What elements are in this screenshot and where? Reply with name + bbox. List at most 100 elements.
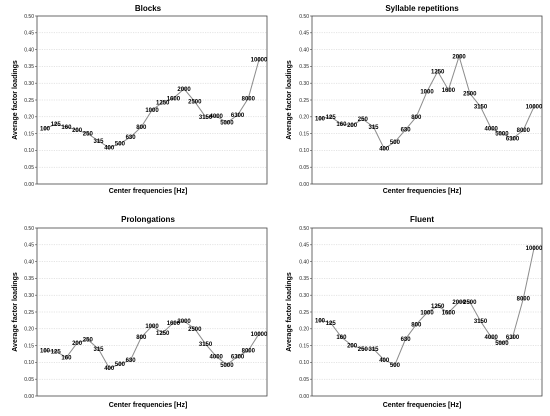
data-point	[371, 125, 376, 129]
data-label: 500	[115, 362, 126, 368]
data-point	[171, 96, 176, 101]
y-tick-label: 0.40	[299, 47, 309, 53]
data-point	[107, 366, 111, 370]
data-point	[53, 349, 58, 354]
data-point	[150, 324, 154, 328]
data-point	[235, 113, 240, 117]
data-point	[118, 362, 122, 366]
y-tick-label: 0.20	[24, 115, 34, 121]
data-point	[107, 145, 111, 150]
data-label: 2500	[188, 100, 202, 106]
data-label: 1250	[431, 69, 445, 75]
data-label: 630	[126, 135, 137, 141]
y-tick-label: 0.50	[24, 226, 34, 232]
data-label: 125	[326, 321, 337, 327]
data-point	[425, 310, 429, 315]
data-label: 630	[401, 128, 412, 134]
data-label: 100	[315, 116, 326, 122]
chart-panel-3: 0.00 0.05 0.10 0.15 0.20 0.25 0.30 0.35 0.40 0.45…	[286, 215, 543, 409]
data-label: 1600	[167, 96, 181, 102]
data-label: 10000	[251, 58, 268, 64]
data-point	[500, 131, 504, 136]
data-point	[160, 331, 165, 335]
data-label: 400	[104, 146, 115, 152]
data-point	[489, 335, 493, 339]
y-tick-label: 0.00	[24, 182, 34, 188]
y-tick-label: 0.25	[299, 98, 309, 104]
data-point	[318, 116, 322, 121]
data-label: 100	[40, 349, 51, 355]
data-label: 1250	[156, 331, 170, 337]
data-label: 200	[347, 344, 358, 350]
data-label: 2000	[452, 54, 466, 60]
data-label: 3150	[199, 342, 213, 348]
data-label: 8000	[242, 96, 256, 102]
data-point	[510, 335, 515, 339]
data-label: 160	[336, 122, 347, 128]
data-label: 1000	[420, 311, 434, 317]
data-point	[257, 332, 261, 336]
data-label: 200	[72, 341, 83, 347]
data-label: 800	[136, 335, 147, 341]
data-point	[139, 125, 144, 129]
data-label: 4000	[210, 114, 224, 120]
data-label: 125	[326, 115, 337, 121]
data-point	[128, 358, 133, 362]
data-label: 8000	[517, 297, 531, 303]
data-point	[257, 57, 261, 62]
chart-panel-2: 0.00 0.05 0.10 0.15 0.20 0.25 0.30 0.35 0.40 0.45…	[12, 215, 268, 409]
data-label: 1000	[145, 108, 159, 114]
data-point	[193, 327, 197, 331]
y-tick-label: 0.15	[24, 131, 34, 137]
data-label: 400	[379, 358, 390, 364]
data-point	[128, 135, 133, 139]
data-point	[150, 108, 154, 112]
y-tick-label: 0.10	[24, 360, 34, 366]
data-label: 400	[104, 366, 115, 372]
y-tick-label: 0.50	[299, 226, 309, 232]
data-label: 6300	[506, 137, 520, 143]
data-point	[468, 91, 472, 96]
data-point	[382, 146, 386, 151]
plot-frame	[36, 227, 268, 397]
data-label: 2500	[188, 327, 202, 333]
data-label: 800	[411, 322, 422, 328]
data-label: 1250	[156, 100, 170, 106]
data-point	[339, 122, 344, 126]
data-point	[64, 355, 69, 360]
y-axis-label: Average factor loadings	[286, 60, 293, 140]
data-point	[43, 126, 47, 131]
data-point	[139, 335, 144, 339]
data-point	[350, 123, 354, 127]
y-tick-label: 0.10	[299, 148, 309, 154]
data-point	[414, 115, 419, 119]
data-label: 2000	[452, 300, 466, 306]
data-label: 1600	[442, 311, 456, 317]
data-label: 6300	[231, 113, 245, 119]
data-label: 10000	[526, 105, 543, 111]
y-tick-label: 0.25	[299, 310, 309, 316]
data-label: 630	[401, 337, 412, 343]
data-label: 2000	[177, 319, 191, 325]
y-tick-label: 0.00	[24, 394, 34, 400]
y-tick-label: 0.50	[299, 14, 309, 20]
data-label: 4000	[210, 354, 224, 360]
data-label: 250	[358, 347, 369, 353]
data-label: 3150	[474, 105, 488, 111]
data-point	[500, 341, 504, 345]
data-label: 5000	[495, 341, 509, 347]
chart-title: Fluent	[410, 215, 434, 224]
data-point	[435, 69, 440, 74]
data-point	[521, 296, 526, 301]
data-point	[203, 115, 208, 119]
chart-panel-0: 0.00 0.05 0.10 0.15 0.20 0.25 0.30 0.35 0.40 0.45…	[12, 4, 268, 195]
y-tick-label: 0.10	[299, 360, 309, 366]
y-tick-label: 0.05	[299, 165, 309, 171]
data-label: 3150	[474, 319, 488, 325]
data-point	[118, 141, 122, 146]
data-point	[489, 126, 493, 131]
data-label: 200	[347, 123, 358, 129]
y-tick-label: 0.30	[299, 293, 309, 299]
data-point	[393, 140, 397, 144]
data-label: 2500	[463, 91, 477, 97]
